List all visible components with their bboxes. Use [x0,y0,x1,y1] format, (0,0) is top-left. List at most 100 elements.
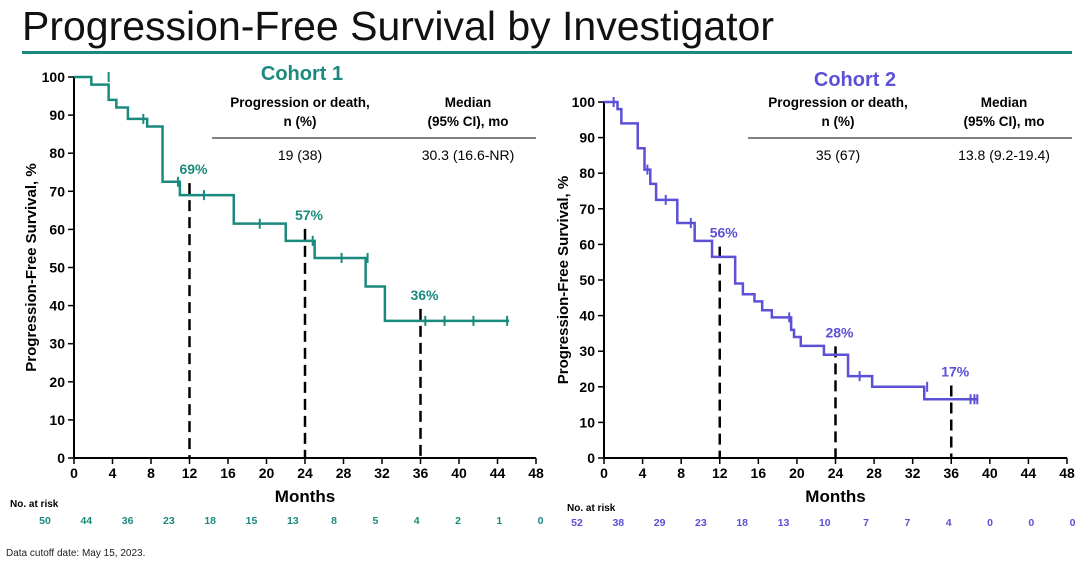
c2-x-tick-label: 36 [943,465,959,481]
c1-at-risk-value: 15 [246,515,258,527]
c2-at-risk-value: 13 [778,517,790,529]
c2-at-risk-value: 38 [612,517,624,529]
c2-y-tick-label: 90 [579,130,595,146]
c2-y-axis-title: Progression-Free Survival, % [555,176,572,384]
c2-y-tick-label: 10 [579,414,595,430]
c2-table-header: Median [981,95,1028,110]
c2-at-risk-value: 10 [819,517,831,529]
c2-at-risk-value: 52 [571,517,583,529]
c2-x-tick-label: 4 [639,465,647,481]
c1-y-tick-label: 40 [49,298,65,314]
c2-y-tick-label: 30 [579,343,595,359]
c1-y-tick-label: 10 [49,412,65,428]
c1-y-tick-label: 0 [57,450,65,466]
c2-table-header: (95% CI), mo [963,114,1044,129]
c1-x-tick-label: 28 [336,465,352,481]
c2-x-tick-label: 16 [751,465,767,481]
c2-table-header: Progression or death, [768,95,908,110]
c2-x-tick-label: 0 [600,465,608,481]
c1-y-tick-label: 70 [49,183,65,199]
c1-cohort-title: Cohort 1 [261,63,343,85]
c2-landmark-label: 28% [825,324,854,340]
c1-at-risk-value: 5 [372,515,378,527]
c2-cohort-title: Cohort 2 [814,69,896,91]
c1-x-tick-label: 16 [220,465,236,481]
c1-table-header: n (%) [284,114,317,129]
c1-landmark-label: 57% [295,207,324,223]
c2-table-value: 35 (67) [816,147,860,163]
c1-y-tick-label: 90 [49,107,65,123]
c1-x-axis-title: Months [275,487,335,506]
c2-at-risk-value: 0 [1028,517,1034,529]
c2-x-tick-label: 12 [712,465,728,481]
c2-at-risk-value: 0 [1070,517,1076,529]
c1-table-value: 30.3 (16.6-NR) [422,147,515,163]
c2-x-tick-label: 28 [866,465,882,481]
c1-x-tick-label: 8 [147,465,155,481]
c2-x-tick-label: 48 [1059,465,1075,481]
c1-landmark-label: 69% [179,161,208,177]
c2-at-risk-value: 29 [654,517,666,529]
c1-survival-curve [74,75,510,323]
c1-at-risk-value: 2 [455,515,461,527]
c2-at-risk-value: 0 [987,517,993,529]
c1-x-tick-label: 0 [70,465,78,481]
c2-x-tick-label: 44 [1021,465,1037,481]
c1-at-risk-value: 23 [163,515,175,527]
footnote: Data cutoff date: May 15, 2023. [6,548,146,559]
c2-table-value: 13.8 (9.2-19.4) [958,147,1050,163]
c2-at-risk-label: No. at risk [567,503,616,514]
c1-table-header: Progression or death, [230,95,370,110]
c1-table-header: (95% CI), mo [427,114,508,129]
c1-x-tick-label: 12 [182,465,198,481]
c1-x-tick-label: 48 [528,465,544,481]
c2-y-tick-label: 40 [579,308,595,324]
c1-y-tick-label: 20 [49,374,65,390]
c1-at-risk-value: 50 [39,515,51,527]
c1-x-tick-label: 4 [109,465,117,481]
c2-landmark-label: 56% [710,225,739,241]
c2-y-tick-label: 50 [579,272,595,288]
c1-at-risk-value: 13 [287,515,299,527]
c1-at-risk-value: 1 [496,515,502,527]
c2-x-tick-label: 20 [789,465,805,481]
c1-x-tick-label: 24 [297,465,313,481]
c2-at-risk-value: 7 [904,517,910,529]
c2-at-risk-value: 23 [695,517,707,529]
c2-table-header: n (%) [822,114,855,129]
c2-y-tick-label: 70 [579,201,595,217]
c2-landmark-label: 17% [941,363,970,379]
c2-y-tick-label: 0 [587,450,595,466]
c2-survival-curve [604,100,979,401]
c1-y-tick-label: 30 [49,336,65,352]
c2-y-tick-label: 80 [579,165,595,181]
c1-at-risk-value: 4 [414,515,420,527]
c1-x-tick-label: 44 [490,465,506,481]
c1-y-tick-label: 60 [49,221,65,237]
c2-x-tick-label: 32 [905,465,921,481]
page-title: Progression-Free Survival by Investigato… [22,3,774,49]
c1-at-risk-value: 18 [204,515,216,527]
c1-y-axis-title: Progression-Free Survival, % [23,163,40,371]
c1-y-tick-label: 80 [49,145,65,161]
c1-at-risk-value: 0 [538,515,544,527]
c2-y-tick-label: 60 [579,236,595,252]
c1-x-tick-label: 32 [374,465,390,481]
c1-at-risk-value: 8 [331,515,337,527]
c1-x-tick-label: 40 [451,465,467,481]
c1-at-risk-value: 44 [80,515,92,527]
c1-landmark-label: 36% [410,287,439,303]
c2-x-tick-label: 24 [828,465,844,481]
c1-y-tick-label: 100 [42,69,66,85]
title-rule [22,51,1072,54]
c1-x-tick-label: 36 [413,465,429,481]
c1-y-tick-label: 50 [49,260,65,276]
c2-at-risk-value: 4 [946,517,952,529]
c1-x-tick-label: 20 [259,465,275,481]
c2-x-axis-title: Months [805,487,865,506]
c2-x-tick-label: 40 [982,465,998,481]
c1-at-risk-label: No. at risk [10,499,59,510]
c1-table-value: 19 (38) [278,147,322,163]
c2-x-tick-label: 8 [677,465,685,481]
